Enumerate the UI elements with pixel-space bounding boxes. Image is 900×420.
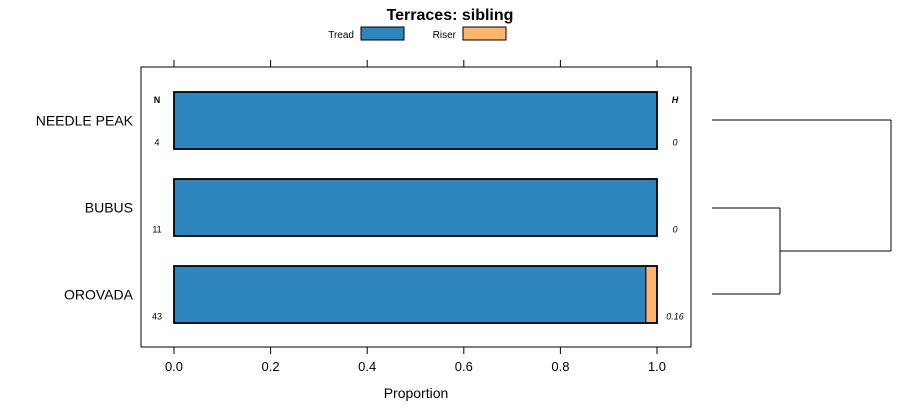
h-value-bubus: 0 (672, 225, 677, 235)
bars: NEEDLE PEAK 4 0 BUBUS 11 0 OROVADA 43 0.16 (36, 91, 684, 324)
h-value-orovada: 0.16 (666, 312, 684, 322)
x-tick-label: 0.8 (551, 359, 569, 374)
bar-outline-orovada (173, 265, 658, 324)
bar-outline-bubus (173, 178, 658, 237)
bar-tread-bubus (173, 178, 658, 237)
n-value-needle-peak: 4 (154, 138, 159, 148)
bar-tread-orovada (173, 265, 647, 324)
x-tick-label: 0.6 (455, 359, 473, 374)
x-tick-label: 1.0 (648, 359, 666, 374)
legend-label-riser: Riser (433, 30, 457, 41)
n-header: N (154, 95, 161, 105)
n-value-bubus: 11 (152, 225, 161, 235)
h-header: H (672, 95, 679, 105)
x-tick-label: 0.4 (358, 359, 376, 374)
category-label-bubus: BUBUS (85, 200, 133, 216)
n-value-orovada: 43 (152, 312, 162, 322)
category-label-orovada: OROVADA (64, 287, 134, 303)
chart-title: Terraces: sibling (387, 7, 514, 24)
category-label-needle-peak: NEEDLE PEAK (36, 113, 134, 129)
legend-label-tread: Tread (328, 30, 354, 41)
legend-swatch-riser (462, 26, 507, 41)
h-value-needle-peak: 0 (672, 138, 677, 148)
bar-tread-needle-peak (173, 91, 658, 150)
legend-swatch-tread (360, 26, 405, 41)
bar-riser-orovada (645, 265, 658, 324)
x-tick-label: 0.2 (262, 359, 280, 374)
x-axis-label: Proportion (384, 385, 449, 401)
legend: Tread Riser (328, 26, 507, 41)
x-tick-label: 0.0 (165, 359, 183, 374)
dendrogram (712, 119, 892, 295)
bar-outline-needle-peak (173, 91, 658, 150)
x-axis: 0.0 0.2 0.4 0.6 0.8 1.0 (165, 60, 666, 374)
plot-panel (140, 66, 692, 348)
